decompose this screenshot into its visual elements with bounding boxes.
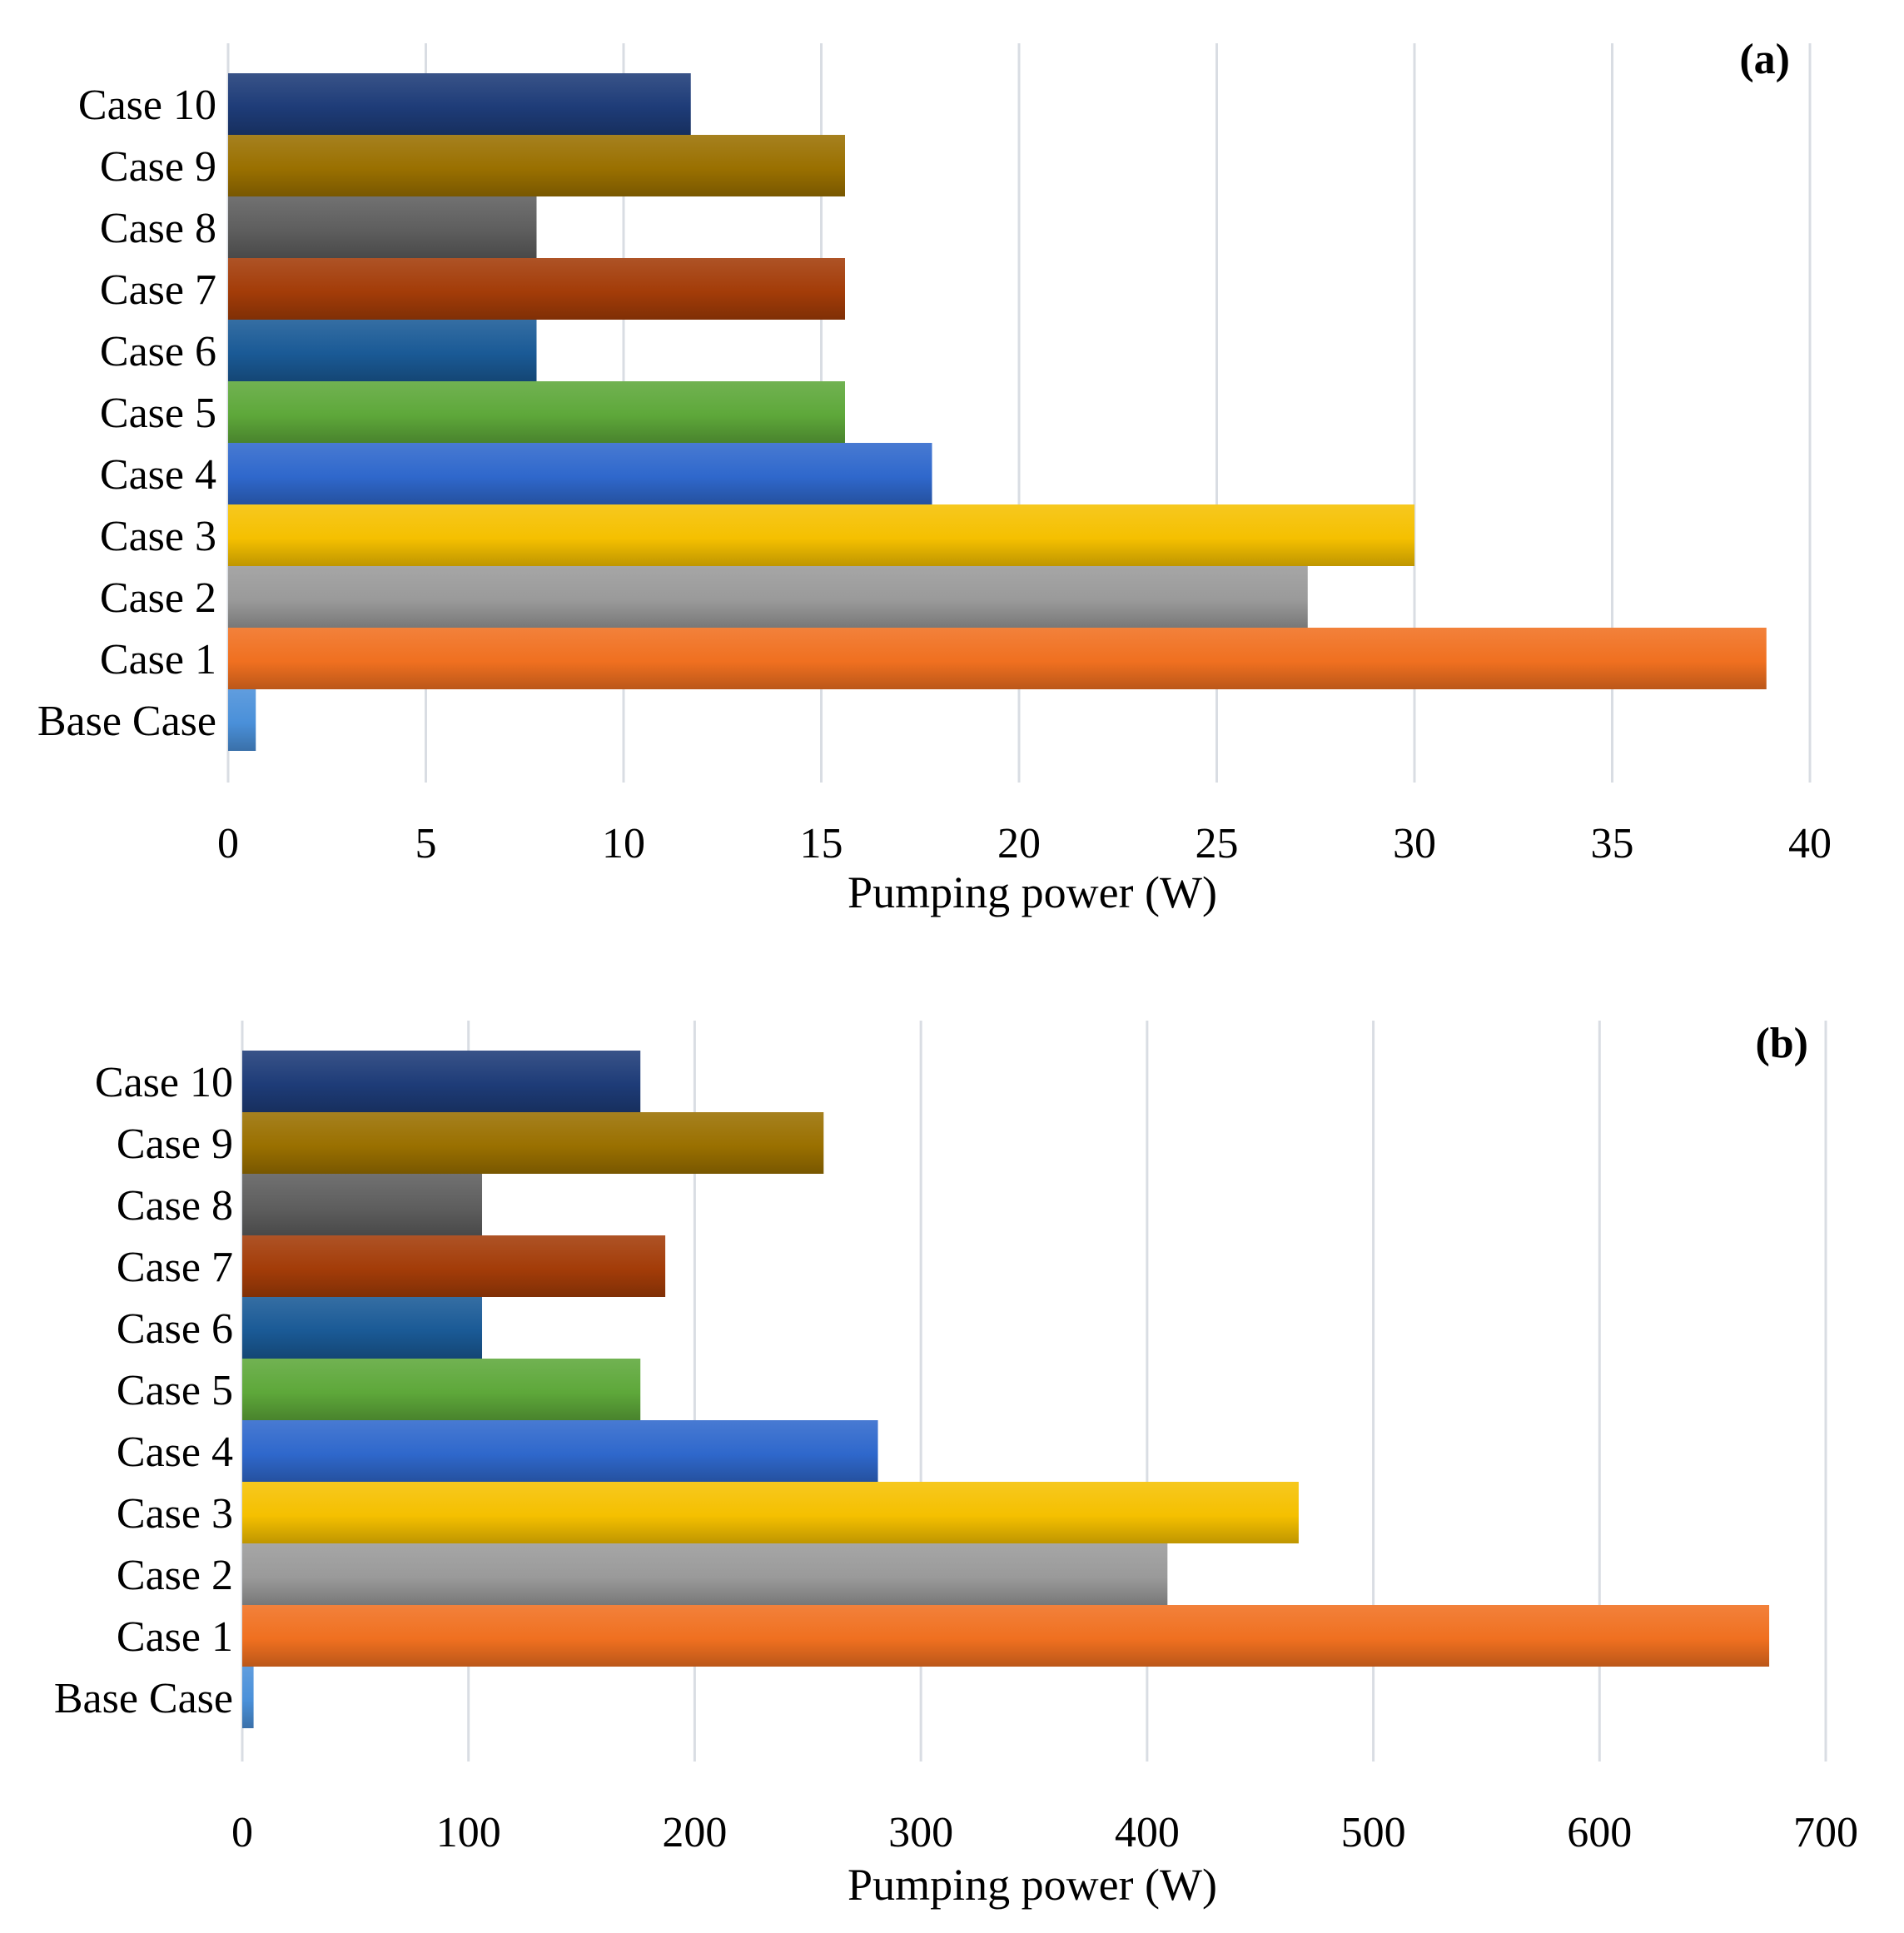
- chart-panel-b: Base Case Case 1 Case 2 Case 3 Case 4 Case 5 C…: [54, 1020, 1858, 1910]
- category-label: Case 1: [100, 636, 216, 683]
- category-label: Case 8: [117, 1182, 233, 1230]
- category-label: Case 3: [100, 513, 216, 560]
- panel-label: (b): [1755, 1020, 1808, 1067]
- category-labels: Base Case Case 1 Case 2 Case 3 Case 4 Case 5 C…: [54, 1059, 233, 1722]
- bar-case-1: [242, 1605, 1770, 1667]
- category-label: Case 10: [78, 82, 216, 129]
- category-label: Case 7: [117, 1244, 233, 1291]
- category-label: Base Case: [54, 1675, 233, 1722]
- category-label: Case 5: [100, 390, 216, 437]
- category-label: Case 4: [117, 1429, 233, 1476]
- x-tick-label: 700: [1793, 1809, 1858, 1856]
- bar-base-case: [228, 689, 256, 751]
- bar-case-6: [242, 1297, 483, 1359]
- x-tick-label: 0: [217, 820, 239, 867]
- x-tick-label: 0: [231, 1809, 253, 1856]
- x-tick-label: 400: [1115, 1809, 1180, 1856]
- bar-case-7: [228, 258, 845, 320]
- category-label: Case 6: [100, 328, 216, 375]
- category-label: Case 2: [100, 574, 216, 622]
- x-axis-title: Pumping power (W): [848, 1860, 1217, 1910]
- x-tick-label: 600: [1567, 1809, 1632, 1856]
- category-label: Case 7: [100, 266, 216, 314]
- category-label: Case 3: [117, 1490, 233, 1538]
- bar-case-9: [242, 1112, 824, 1174]
- category-label: Case 5: [117, 1367, 233, 1414]
- bar-case-8: [228, 196, 537, 258]
- x-tick-label: 5: [415, 820, 437, 867]
- x-tick-label: 40: [1788, 820, 1832, 867]
- category-label: Case 10: [95, 1059, 233, 1106]
- category-label: Case 8: [100, 205, 216, 252]
- x-tick-label: 35: [1591, 820, 1634, 867]
- category-label: Base Case: [37, 698, 216, 745]
- bar-case-2: [228, 566, 1308, 628]
- bar-case-6: [228, 320, 537, 381]
- x-axis-title: Pumping power (W): [848, 867, 1217, 917]
- bar-base-case: [242, 1667, 254, 1728]
- bar-case-4: [228, 443, 932, 504]
- category-label: Case 2: [117, 1552, 233, 1599]
- x-tick-label: 100: [436, 1809, 501, 1856]
- category-label: Case 9: [100, 143, 216, 191]
- bar-case-2: [242, 1543, 1168, 1605]
- x-tick-label: 200: [662, 1809, 727, 1856]
- x-tick-label: 500: [1341, 1809, 1406, 1856]
- x-tick-label: 15: [800, 820, 843, 867]
- bar-case-1: [228, 628, 1767, 689]
- bars: [228, 73, 1767, 751]
- bar-case-3: [242, 1482, 1299, 1543]
- bars: [242, 1051, 1770, 1728]
- category-label: Case 4: [100, 451, 216, 499]
- category-label: Case 1: [117, 1613, 233, 1661]
- bar-case-10: [228, 73, 691, 135]
- x-tick-label: 20: [997, 820, 1041, 867]
- panel-label: (a): [1739, 36, 1790, 83]
- bar-case-4: [242, 1420, 878, 1482]
- bar-case-3: [228, 504, 1414, 566]
- bar-case-5: [228, 381, 845, 443]
- x-tick-labels: 0 100 200 300 400 500 600 700: [231, 1809, 1858, 1856]
- x-tick-label: 10: [602, 820, 645, 867]
- x-tick-label: 25: [1196, 820, 1239, 867]
- bar-case-9: [228, 135, 845, 196]
- category-label: Case 6: [117, 1305, 233, 1353]
- bar-case-8: [242, 1174, 483, 1235]
- category-label: Case 9: [117, 1121, 233, 1168]
- category-labels: Base Case Case 1 Case 2 Case 3 Case 4 Case 5 C…: [37, 82, 216, 745]
- x-tick-labels: 0 5 10 15 20 25 30 35 40: [217, 820, 1832, 867]
- chart-panel-a: Base Case Case 1 Case 2 Case 3 Case 4 Case 5 C…: [37, 36, 1832, 917]
- bar-case-5: [242, 1359, 641, 1420]
- x-tick-label: 300: [888, 1809, 953, 1856]
- bar-case-7: [242, 1235, 666, 1297]
- x-tick-label: 30: [1393, 820, 1436, 867]
- bar-case-10: [242, 1051, 641, 1112]
